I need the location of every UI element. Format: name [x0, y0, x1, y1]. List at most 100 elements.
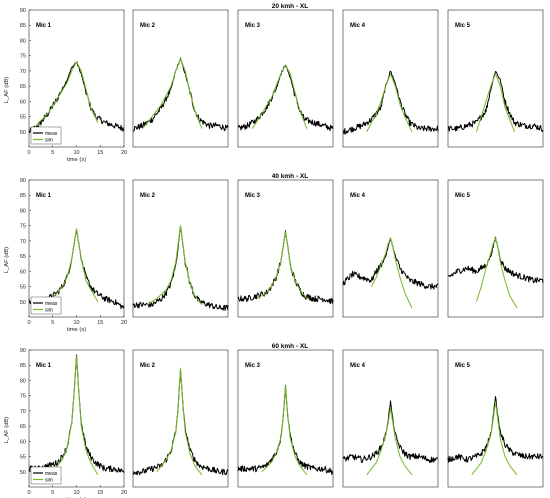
panel-r2-mic5: Mic 5 — [447, 179, 544, 318]
series-sim-line — [52, 355, 99, 476]
panel-title: Mic 2 — [140, 193, 156, 199]
panel-title: Mic 4 — [350, 193, 366, 199]
plot-area — [237, 349, 334, 488]
x-tick-label: 15 — [97, 320, 103, 326]
x-tick-label: 20 — [121, 320, 127, 326]
row-title-1: 20 kmh - XL — [272, 3, 309, 10]
y-tick-label: 90 — [20, 8, 26, 14]
y-tick-label: 65 — [20, 424, 26, 430]
y-tick-label: 85 — [20, 363, 26, 369]
series-meas-line — [342, 400, 439, 464]
legend-label-sim: sim — [45, 478, 53, 484]
legend-label-sim: sim — [45, 308, 53, 314]
plot-area — [28, 349, 125, 488]
series-meas-line — [447, 396, 544, 463]
y-tick-label: 85 — [20, 193, 26, 199]
x-tick-label: 10 — [73, 320, 79, 326]
x-tick-label: 0 — [27, 150, 30, 156]
x-tick-label: 5 — [51, 490, 54, 496]
plot-area — [447, 9, 544, 148]
x-tick-label: 10 — [73, 150, 79, 156]
panel-r1-mic1: Mic 1 50 55 60 65 70 75 80 85 90 0 5 10 15 20 time (s) L… — [4, 8, 127, 163]
plot-area — [447, 349, 544, 488]
x-tick-label: 20 — [121, 150, 127, 156]
x-axis-label: time (s) — [67, 327, 86, 333]
plot-area — [132, 179, 229, 318]
panel-r3-mic4: Mic 4 — [342, 349, 439, 488]
y-tick-label: 60 — [20, 269, 26, 275]
panel-title: Mic 3 — [245, 23, 261, 29]
y-axis-label: L_AF (dB) — [4, 77, 10, 103]
y-tick-label: 70 — [20, 69, 26, 75]
series-sim-line — [261, 386, 308, 476]
y-tick-label: 70 — [20, 239, 26, 245]
y-tick-label: 90 — [20, 178, 26, 184]
y-tick-label: 65 — [20, 254, 26, 260]
y-tick-label: 55 — [20, 285, 26, 291]
x-tick-label: 15 — [97, 150, 103, 156]
y-tick-label: 50 — [20, 130, 26, 136]
panel-title: Mic 1 — [36, 23, 52, 29]
series-meas-line — [447, 236, 544, 284]
panel-r2-mic2: Mic 2 — [132, 179, 229, 318]
series-sim-line — [156, 367, 203, 476]
x-tick-label: 15 — [97, 490, 103, 496]
panel-title: Mic 5 — [455, 363, 471, 369]
panel-r2-mic1: Mic 1 50 55 60 65 70 75 80 85 90 0 5 10 15 20 time (s) L… — [4, 178, 127, 333]
y-tick-label: 80 — [20, 38, 26, 44]
y-tick-label: 75 — [20, 54, 26, 60]
y-tick-label: 50 — [20, 470, 26, 476]
plot-area — [342, 9, 439, 148]
series-sim-line — [366, 407, 413, 476]
row-title-3: 60 kmh - XL — [272, 343, 309, 350]
series-meas-line — [28, 354, 125, 474]
y-tick-label: 65 — [20, 84, 26, 90]
x-tick-label: 0 — [27, 490, 30, 496]
y-tick-label: 50 — [20, 300, 26, 306]
series-sim-line — [30, 61, 99, 133]
panel-r1-mic2: Mic 2 — [132, 9, 229, 148]
panel-title: Mic 3 — [245, 193, 261, 199]
y-tick-label: 80 — [20, 208, 26, 214]
series-meas-line — [237, 230, 334, 305]
y-tick-label: 85 — [20, 23, 26, 29]
y-tick-label: 55 — [20, 455, 26, 461]
legend-label-meas: meas — [45, 471, 58, 477]
panel-title: Mic 3 — [245, 363, 261, 369]
panel-r3-mic2: Mic 2 — [132, 349, 229, 488]
plot-area — [342, 179, 439, 318]
panel-r3-mic5: Mic 5 — [447, 349, 544, 488]
y-tick-label: 90 — [20, 348, 26, 354]
panel-r3-mic3: Mic 3 — [237, 349, 334, 488]
panel-title: Mic 5 — [455, 23, 471, 29]
panel-title: Mic 2 — [140, 363, 156, 369]
y-tick-label: 60 — [20, 99, 26, 105]
legend-label-meas: meas — [45, 301, 58, 307]
panel-r2-mic4: Mic 4 — [342, 179, 439, 318]
series-meas-line — [447, 70, 544, 132]
plot-area — [28, 179, 125, 318]
panel-title: Mic 4 — [350, 363, 366, 369]
y-tick-label: 70 — [20, 409, 26, 415]
series-sim-line — [366, 73, 413, 133]
panel-r1-mic4: Mic 4 — [342, 9, 439, 148]
series-sim-line — [371, 237, 413, 309]
legend-label-sim: sim — [45, 138, 53, 144]
y-axis-label: L_AF (dB) — [4, 417, 10, 443]
panel-r2-mic3: Mic 3 — [237, 179, 334, 318]
x-axis-label: time (s) — [67, 157, 86, 163]
series-meas-line — [237, 385, 334, 475]
panel-r1-mic3: Mic 3 — [237, 9, 334, 148]
panel-title: Mic 1 — [36, 363, 52, 369]
series-sim-line — [47, 228, 99, 303]
x-tick-label: 5 — [51, 320, 54, 326]
panel-title: Mic 1 — [36, 193, 52, 199]
panel-title: Mic 5 — [455, 193, 471, 199]
series-sim-line — [476, 73, 515, 132]
series-meas-line — [342, 70, 439, 135]
plot-area — [132, 9, 229, 148]
